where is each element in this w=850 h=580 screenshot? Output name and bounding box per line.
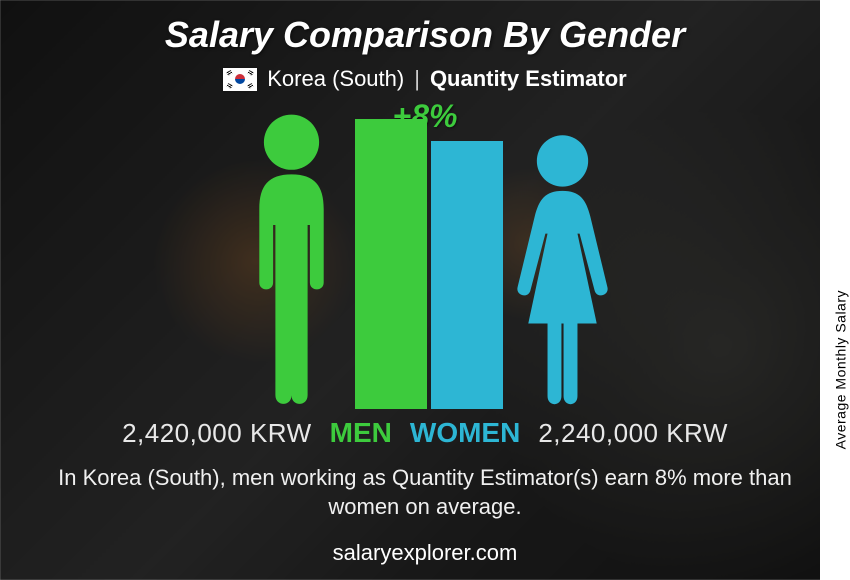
- women-label: WOMEN: [410, 417, 520, 449]
- infographic-content: Salary Comparison By Gender Korea (South…: [0, 0, 850, 580]
- subtitle-row: Korea (South) | Quantity Estimator: [223, 66, 627, 92]
- man-icon: [234, 109, 349, 409]
- labels-row: 2,420,000 KRW MEN WOMEN 2,240,000 KRW: [0, 417, 850, 449]
- country-label: Korea (South): [267, 66, 404, 92]
- women-bar: [431, 141, 503, 409]
- job-title: Quantity Estimator: [430, 66, 627, 92]
- women-group: [431, 131, 616, 409]
- korea-flag-icon: [223, 68, 257, 91]
- women-salary: 2,240,000 KRW: [538, 418, 728, 449]
- source-label: salaryexplorer.com: [333, 540, 518, 566]
- y-axis-label: Average Monthly Salary: [832, 290, 848, 449]
- description-text: In Korea (South), men working as Quantit…: [55, 463, 795, 522]
- woman-icon: [509, 131, 616, 409]
- men-group: [234, 109, 427, 409]
- separator: |: [414, 66, 420, 92]
- men-bar: [355, 119, 427, 409]
- comparison-chart: +8%: [0, 100, 850, 409]
- men-salary: 2,420,000 KRW: [122, 418, 312, 449]
- page-title: Salary Comparison By Gender: [165, 14, 685, 56]
- men-label: MEN: [330, 417, 392, 449]
